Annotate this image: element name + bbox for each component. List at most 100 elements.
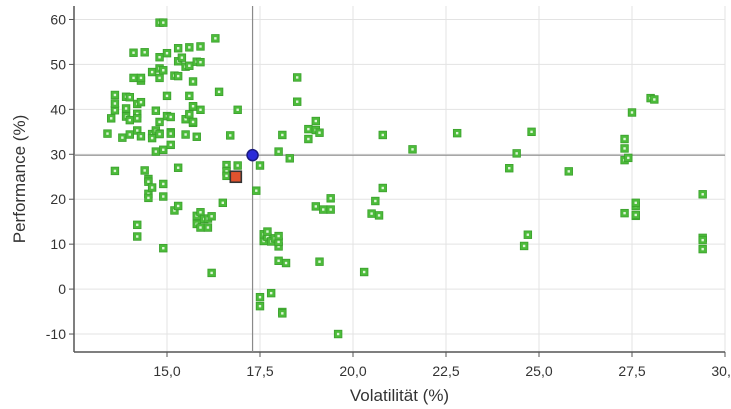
- y-axis-title: Performance (%): [10, 115, 29, 243]
- data-point-center: [191, 105, 195, 108]
- data-point-center: [307, 137, 310, 141]
- data-point-center: [210, 271, 213, 275]
- data-point-center: [173, 209, 176, 212]
- data-point-center: [176, 74, 180, 78]
- data-point-center: [701, 247, 704, 251]
- data-point-center: [162, 182, 165, 186]
- data-point-center: [630, 111, 634, 114]
- data-point-center: [329, 208, 332, 211]
- data-point-center: [165, 51, 169, 55]
- data-point-center: [184, 133, 187, 136]
- data-point-center: [221, 201, 224, 205]
- data-point-center: [214, 37, 217, 40]
- data-point-center: [150, 70, 154, 74]
- data-point-center: [381, 133, 384, 137]
- grid-lines: [74, 6, 726, 352]
- data-point-center: [627, 156, 630, 160]
- data-point-center: [269, 291, 273, 295]
- data-point-center: [199, 45, 202, 48]
- data-point-center: [634, 201, 637, 205]
- data-point-center: [374, 199, 377, 203]
- data-point-center: [147, 180, 150, 183]
- data-point-center: [199, 60, 202, 64]
- data-point-center: [169, 143, 172, 147]
- data-point-center: [132, 51, 135, 54]
- data-point-center: [136, 223, 139, 227]
- x-tick-label: 15,0: [153, 363, 180, 379]
- data-point-center: [277, 234, 280, 238]
- data-point-center: [277, 150, 280, 153]
- data-point-center: [508, 167, 511, 170]
- data-point-center: [188, 94, 191, 98]
- data-point-center: [258, 304, 262, 308]
- data-point-center: [318, 131, 321, 134]
- x-tick-label: 27,5: [618, 363, 645, 379]
- data-point-center: [176, 166, 180, 169]
- data-point-center: [195, 135, 198, 138]
- data-point-center: [124, 107, 128, 110]
- data-point-center: [281, 133, 284, 137]
- data-point-center: [329, 197, 332, 200]
- data-point-center: [188, 64, 191, 67]
- data-point-center: [701, 193, 704, 196]
- data-point-center: [277, 259, 280, 262]
- data-point-center: [136, 117, 139, 120]
- data-point-center: [158, 132, 161, 136]
- data-point-center: [653, 98, 656, 101]
- data-point-center: [296, 100, 299, 103]
- data-point-center: [199, 211, 202, 214]
- data-point-center: [206, 226, 210, 229]
- data-point-center: [377, 214, 381, 217]
- data-point-center: [296, 76, 299, 79]
- data-point-center: [139, 100, 143, 104]
- axes: [69, 6, 726, 357]
- data-point-center: [188, 113, 191, 116]
- data-point-center: [128, 96, 131, 99]
- data-point-center: [154, 109, 158, 112]
- data-point-center: [162, 195, 165, 198]
- data-point-center: [455, 131, 459, 135]
- data-point-center: [266, 235, 269, 239]
- data-point-center: [113, 102, 117, 105]
- y-tick-label: 30: [50, 146, 66, 162]
- data-point-center: [199, 108, 202, 111]
- data-point-center: [284, 261, 288, 265]
- data-point-center: [150, 136, 154, 140]
- highlight-point-square: [229, 170, 243, 184]
- data-point-center: [225, 163, 228, 167]
- data-point-center: [277, 240, 280, 244]
- data-point-center: [169, 115, 172, 119]
- data-point-center: [180, 56, 184, 59]
- x-axis-title: Volatilität (%): [350, 386, 449, 405]
- data-point-center: [210, 215, 213, 218]
- data-point-center: [162, 247, 165, 250]
- y-tick-label: 10: [50, 236, 66, 252]
- y-tick-label: 50: [50, 56, 66, 72]
- data-point-center: [623, 147, 626, 150]
- highlight-points: [229, 148, 259, 184]
- data-point-center: [236, 108, 239, 111]
- data-point-center: [318, 260, 321, 263]
- data-point-center: [314, 205, 317, 208]
- data-point-center: [121, 136, 124, 139]
- data-point-center: [370, 212, 373, 215]
- y-tick-label: 20: [50, 191, 66, 207]
- highlight-point-circle: [246, 148, 259, 162]
- reference-lines: [74, 6, 725, 352]
- data-points: [103, 18, 707, 339]
- x-tick-label: 30,0: [711, 363, 731, 379]
- data-point-center: [526, 233, 530, 236]
- data-point-center: [225, 174, 228, 178]
- data-point-center: [165, 94, 169, 98]
- data-point-center: [162, 21, 165, 24]
- data-point-center: [314, 119, 317, 123]
- data-point-center: [623, 211, 626, 215]
- data-point-center: [176, 204, 180, 208]
- data-point-center: [362, 270, 366, 274]
- data-point-center: [113, 93, 117, 97]
- data-point-center: [139, 135, 143, 138]
- data-point-center: [113, 169, 117, 173]
- data-point-center: [132, 76, 135, 80]
- data-point-center: [623, 137, 626, 141]
